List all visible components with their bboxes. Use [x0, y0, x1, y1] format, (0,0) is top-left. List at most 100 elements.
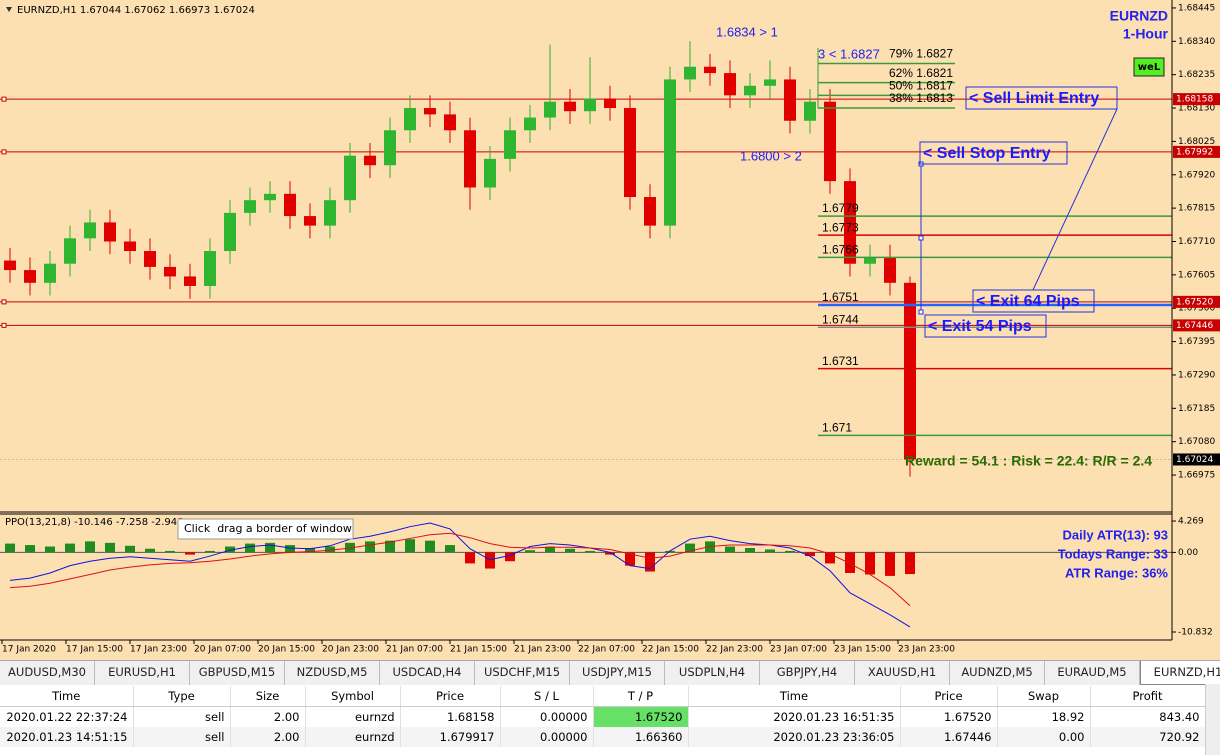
histogram-bar: [205, 550, 215, 553]
candle-body: [204, 251, 216, 286]
tab[interactable]: USDPLN,H4: [665, 661, 760, 685]
sell-stop-box: [919, 141, 1068, 165]
y-tick-label: 0.00: [1178, 548, 1198, 558]
candle-body: [844, 181, 856, 264]
histogram-bar: [485, 552, 495, 569]
tab[interactable]: NZDUSD,M5: [285, 661, 380, 685]
y-tick-label: 1.68130: [1178, 104, 1215, 114]
x-tick-label: 20 Jan 07:00: [194, 645, 251, 655]
level-label: 1.6751: [822, 290, 859, 304]
column-header[interactable]: Price: [400, 686, 501, 707]
candle-body: [804, 101, 816, 121]
column-header[interactable]: Size: [230, 686, 306, 707]
ppo-line: [9, 532, 911, 607]
cell: 1.68158: [400, 706, 501, 727]
cell: 2020.01.23 16:51:35: [688, 706, 901, 727]
tab[interactable]: USDJPY,M15: [570, 661, 665, 685]
tab[interactable]: USDCHF,M15: [475, 661, 570, 685]
candle-body: [284, 193, 296, 217]
histogram-bar: [465, 552, 475, 564]
column-header[interactable]: Time: [688, 686, 901, 707]
y-tick-label: 1.67290: [1178, 370, 1215, 380]
column-header[interactable]: Price: [900, 686, 998, 707]
x-tick-label: 23 Jan 15:00: [834, 645, 891, 655]
candle-body: [784, 79, 796, 121]
x-tick-label: 21 Jan 23:00: [514, 645, 571, 655]
candle-body: [64, 238, 76, 264]
exit54-label: < Exit 54 Pips: [928, 318, 1032, 335]
candle-body: [644, 197, 656, 226]
column-header[interactable]: Swap: [997, 686, 1091, 707]
fib-label: 50% 1.6817: [889, 78, 953, 92]
cell: 1.67446: [900, 727, 998, 747]
histogram-bar: [545, 546, 555, 553]
price-tag: [1173, 319, 1220, 332]
x-tick-label: 21 Jan 07:00: [386, 645, 443, 655]
trade-row[interactable]: 2020.01.22 22:37:24 sell 2.00 eurnzd 1.68158…: [0, 706, 1206, 727]
tab-bar: AUDUSD,M30 EURUSD,H1 GBPUSD,M15 NZDUSD,M5 US…: [0, 660, 1220, 685]
tab[interactable]: EURAUD,M5: [1045, 661, 1140, 685]
histogram-bar: [745, 547, 755, 553]
y-tick-label: 1.67605: [1178, 270, 1215, 280]
candle-body: [4, 260, 16, 271]
candle-body: [484, 158, 496, 188]
candle-body: [544, 101, 556, 118]
cell: 18.92: [997, 706, 1091, 727]
histogram-bar: [285, 545, 295, 553]
column-header[interactable]: T / P: [593, 686, 689, 707]
column-header[interactable]: Profit: [1090, 686, 1206, 707]
y-tick-label: 1.67185: [1178, 404, 1215, 414]
cell: sell: [133, 706, 231, 727]
histogram-bar: [625, 552, 635, 566]
tab[interactable]: GBPUSD,M15: [190, 661, 285, 685]
column-header[interactable]: S / L: [500, 686, 594, 707]
scrollbar[interactable]: [1205, 684, 1220, 755]
candle-body: [724, 73, 736, 96]
candle-body: [164, 266, 176, 277]
fib-anchor-label: 3 < 1.6827: [818, 46, 880, 61]
candle-body: [24, 270, 36, 283]
wel-button-label[interactable]: weL: [1138, 62, 1161, 73]
tab[interactable]: USDCAD,H4: [380, 661, 475, 685]
level-label: 1.6744: [822, 312, 859, 326]
tab[interactable]: GBPJPY,H4: [760, 661, 855, 685]
exit64-box: [972, 289, 1095, 313]
x-tick-label: 22 Jan 07:00: [578, 645, 635, 655]
symbol-label: EURNZD: [1110, 8, 1168, 24]
handle: [918, 309, 924, 315]
y-tick-label: 1.68235: [1178, 70, 1215, 80]
y-tick-label: 4.269: [1178, 517, 1204, 527]
trade-row[interactable]: 2020.01.23 14:51:15 sell 2.00 eurnzd 1.67991…: [0, 727, 1206, 747]
tab[interactable]: XAUUSD,H1: [855, 661, 950, 685]
tab[interactable]: EURUSD,H1: [95, 661, 190, 685]
tab[interactable]: AUDUSD,M30: [0, 661, 95, 685]
wel-button[interactable]: [1133, 57, 1165, 77]
histogram-bar: [605, 552, 615, 555]
tab[interactable]: AUDNZD,M5: [950, 661, 1045, 685]
histogram-bar: [525, 550, 535, 553]
candle-body: [624, 108, 636, 198]
price-tag-label: 1.67520: [1176, 297, 1213, 307]
candle-body: [584, 98, 596, 112]
x-tick-label: 22 Jan 15:00: [642, 645, 699, 655]
column-header[interactable]: Time: [0, 686, 134, 707]
y-tick-label: 1.67080: [1178, 437, 1215, 447]
sell-stop-label: < Sell Stop Entry: [923, 145, 1051, 162]
tab[interactable]: EURNZD,H1: [1140, 661, 1220, 685]
histogram-bar: [885, 552, 895, 576]
price-tag: [1173, 295, 1220, 308]
candle-body: [904, 282, 916, 460]
column-header[interactable]: Type: [133, 686, 231, 707]
candle-body: [324, 200, 336, 226]
column-header[interactable]: Symbol: [305, 686, 401, 707]
histogram-bar: [365, 541, 375, 553]
fib-label: 38% 1.6813: [889, 91, 953, 105]
candle-body: [704, 66, 716, 74]
histogram-bar: [65, 543, 75, 553]
y-tick-label: 1.68445: [1178, 3, 1215, 13]
histogram-bar: [165, 550, 175, 553]
histogram-bar: [105, 542, 115, 553]
